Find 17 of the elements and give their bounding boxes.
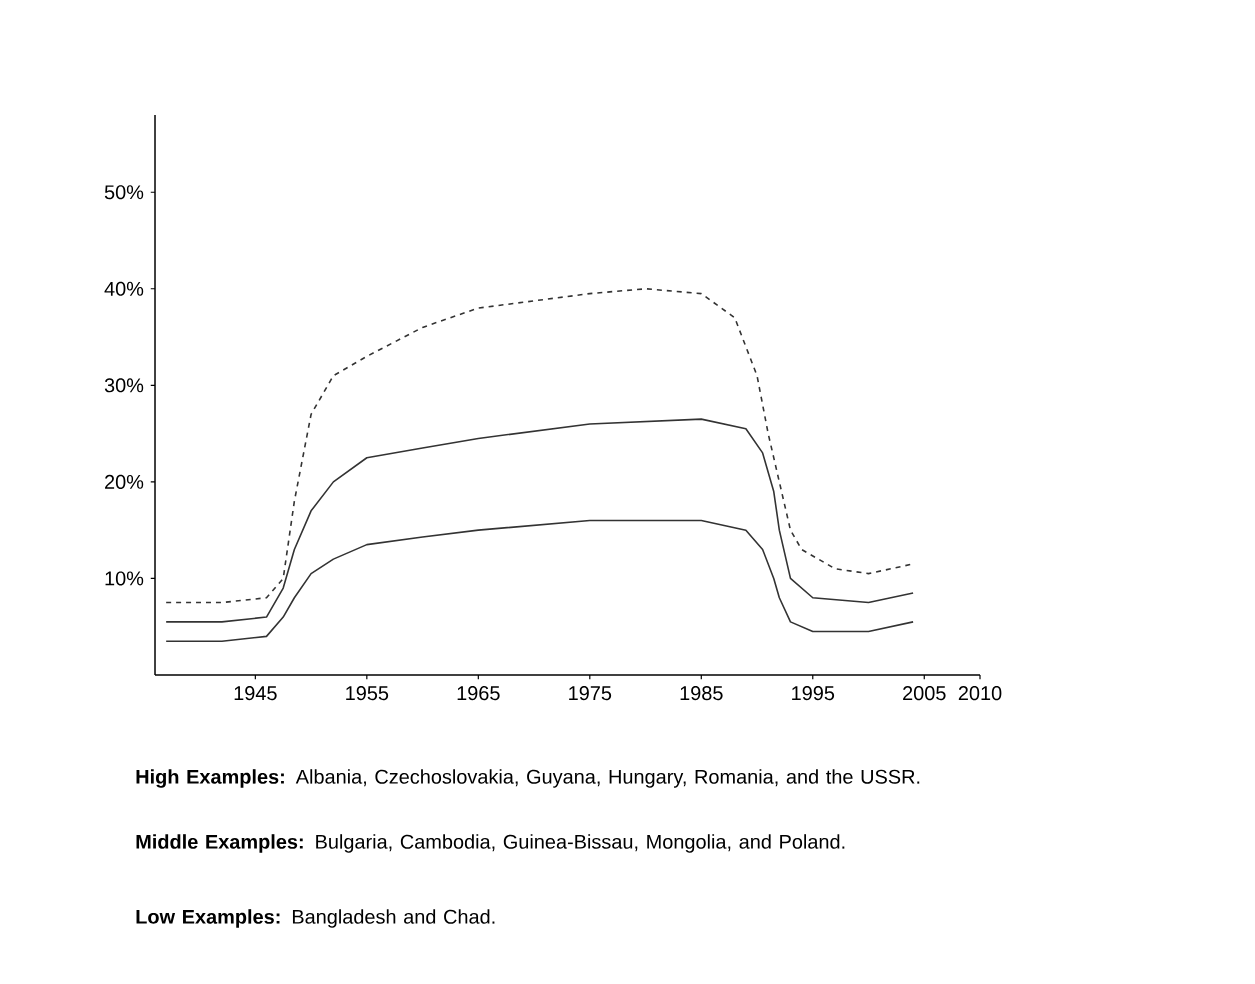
x-tick-label: 1995 [792,686,835,701]
text: High Examples: Albania, Czechoslovakia, Guyana, Hungary, Romania, and the USSR. [136,769,920,788]
x-tick-label: 1985 [680,686,723,701]
x-tick-label: 2010 [958,686,1002,701]
y-tick-label: 40% [104,281,144,296]
y-tick-label: 20% [105,474,144,489]
x-tick-label: 1945 [234,686,277,701]
y-tick-label: 10% [105,571,144,586]
y-tick-label: 50% [104,185,144,200]
text: Low Examples: Bangladesh and Chad. [136,909,495,928]
x-tick-label: 1955 [346,686,389,701]
text: Middle Examples: Bulgaria, Cambodia, Guinea-Bissau, Mongolia, and Poland. [136,834,845,853]
x-tick-label: 2005 [903,686,946,701]
x-tick-label: 1975 [569,686,612,701]
line-series [165,519,914,642]
x-tick-label: 1965 [457,686,500,701]
y-tick-label: 30% [104,378,144,393]
